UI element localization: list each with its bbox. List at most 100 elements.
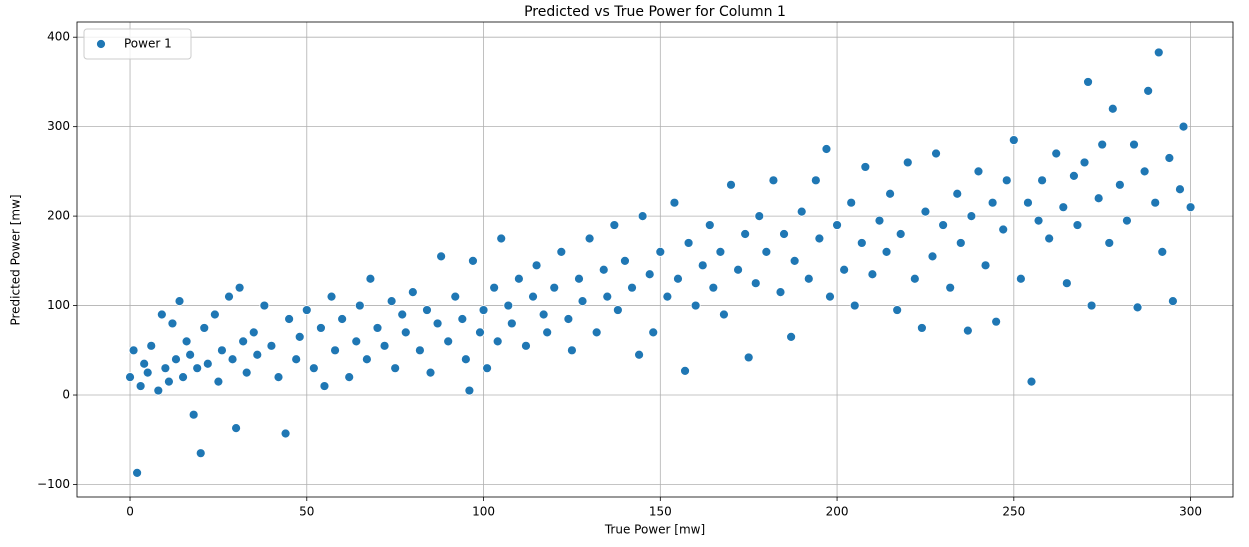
point	[252, 349, 263, 360]
point	[478, 305, 489, 315]
point	[1083, 77, 1093, 87]
point	[238, 336, 249, 347]
point	[909, 273, 920, 284]
point	[475, 327, 485, 338]
point	[202, 358, 213, 369]
point	[1168, 296, 1178, 306]
point	[814, 233, 825, 244]
point	[927, 251, 938, 262]
point	[407, 287, 418, 298]
point	[881, 246, 892, 257]
point	[637, 211, 648, 222]
point	[839, 264, 850, 275]
legend-box	[83, 28, 192, 60]
point	[1033, 215, 1044, 226]
point	[966, 211, 977, 222]
point	[156, 309, 167, 320]
point	[1143, 85, 1154, 96]
point	[1051, 148, 1062, 159]
point	[213, 376, 224, 387]
point	[1069, 170, 1079, 181]
point	[178, 372, 188, 383]
point	[280, 428, 291, 439]
point	[1139, 166, 1150, 177]
point	[750, 278, 761, 289]
point	[1153, 47, 1164, 58]
point	[715, 246, 726, 257]
point	[1086, 300, 1097, 311]
point	[432, 318, 443, 329]
point	[584, 233, 595, 244]
point	[351, 336, 362, 347]
point	[849, 300, 860, 311]
point	[1008, 135, 1019, 145]
point	[931, 148, 941, 159]
point	[503, 300, 514, 311]
point	[648, 327, 659, 338]
point	[542, 327, 553, 338]
point	[1026, 376, 1037, 387]
point	[690, 300, 701, 311]
point	[612, 305, 623, 315]
point	[139, 358, 150, 369]
point	[598, 264, 609, 275]
point	[860, 162, 871, 172]
point	[662, 291, 673, 302]
point	[574, 273, 584, 284]
point	[460, 354, 471, 365]
point	[1093, 193, 1104, 204]
point	[743, 352, 754, 363]
point	[319, 381, 330, 391]
point	[856, 238, 867, 248]
point	[390, 363, 401, 374]
point	[1157, 246, 1168, 257]
point	[354, 300, 365, 311]
point	[1104, 238, 1115, 248]
point	[284, 314, 295, 324]
point	[361, 354, 372, 365]
point	[492, 336, 503, 347]
point	[591, 327, 602, 338]
point	[135, 381, 146, 391]
point	[308, 363, 319, 374]
point	[1044, 233, 1055, 244]
point	[796, 206, 807, 217]
point	[266, 340, 277, 351]
point	[1175, 184, 1185, 195]
point	[316, 323, 326, 333]
y-tick-label: 200	[47, 209, 70, 223]
point	[167, 318, 178, 329]
point	[227, 354, 238, 365]
x-tick-label: 200	[826, 505, 849, 519]
point	[528, 291, 538, 302]
point	[125, 372, 135, 383]
point	[188, 409, 199, 420]
point	[917, 323, 927, 333]
point	[330, 345, 340, 356]
y-tick-label: −100	[37, 477, 70, 491]
point	[775, 287, 786, 298]
point	[920, 206, 931, 217]
x-axis-label: True Power [mw]	[604, 523, 705, 537]
point	[726, 179, 736, 190]
point	[1129, 139, 1139, 150]
point	[634, 349, 644, 360]
point	[457, 314, 468, 324]
point	[386, 296, 397, 306]
point	[779, 229, 789, 239]
point	[128, 345, 139, 356]
point	[1061, 278, 1072, 289]
point	[513, 273, 524, 284]
point	[846, 197, 857, 208]
point	[489, 282, 500, 293]
x-tick-label: 250	[1002, 505, 1025, 519]
point	[832, 220, 842, 230]
point	[980, 260, 991, 271]
point	[987, 197, 998, 208]
point	[704, 220, 715, 230]
legend-marker	[96, 39, 106, 49]
point	[400, 327, 411, 338]
point	[973, 166, 984, 177]
point	[955, 238, 966, 248]
